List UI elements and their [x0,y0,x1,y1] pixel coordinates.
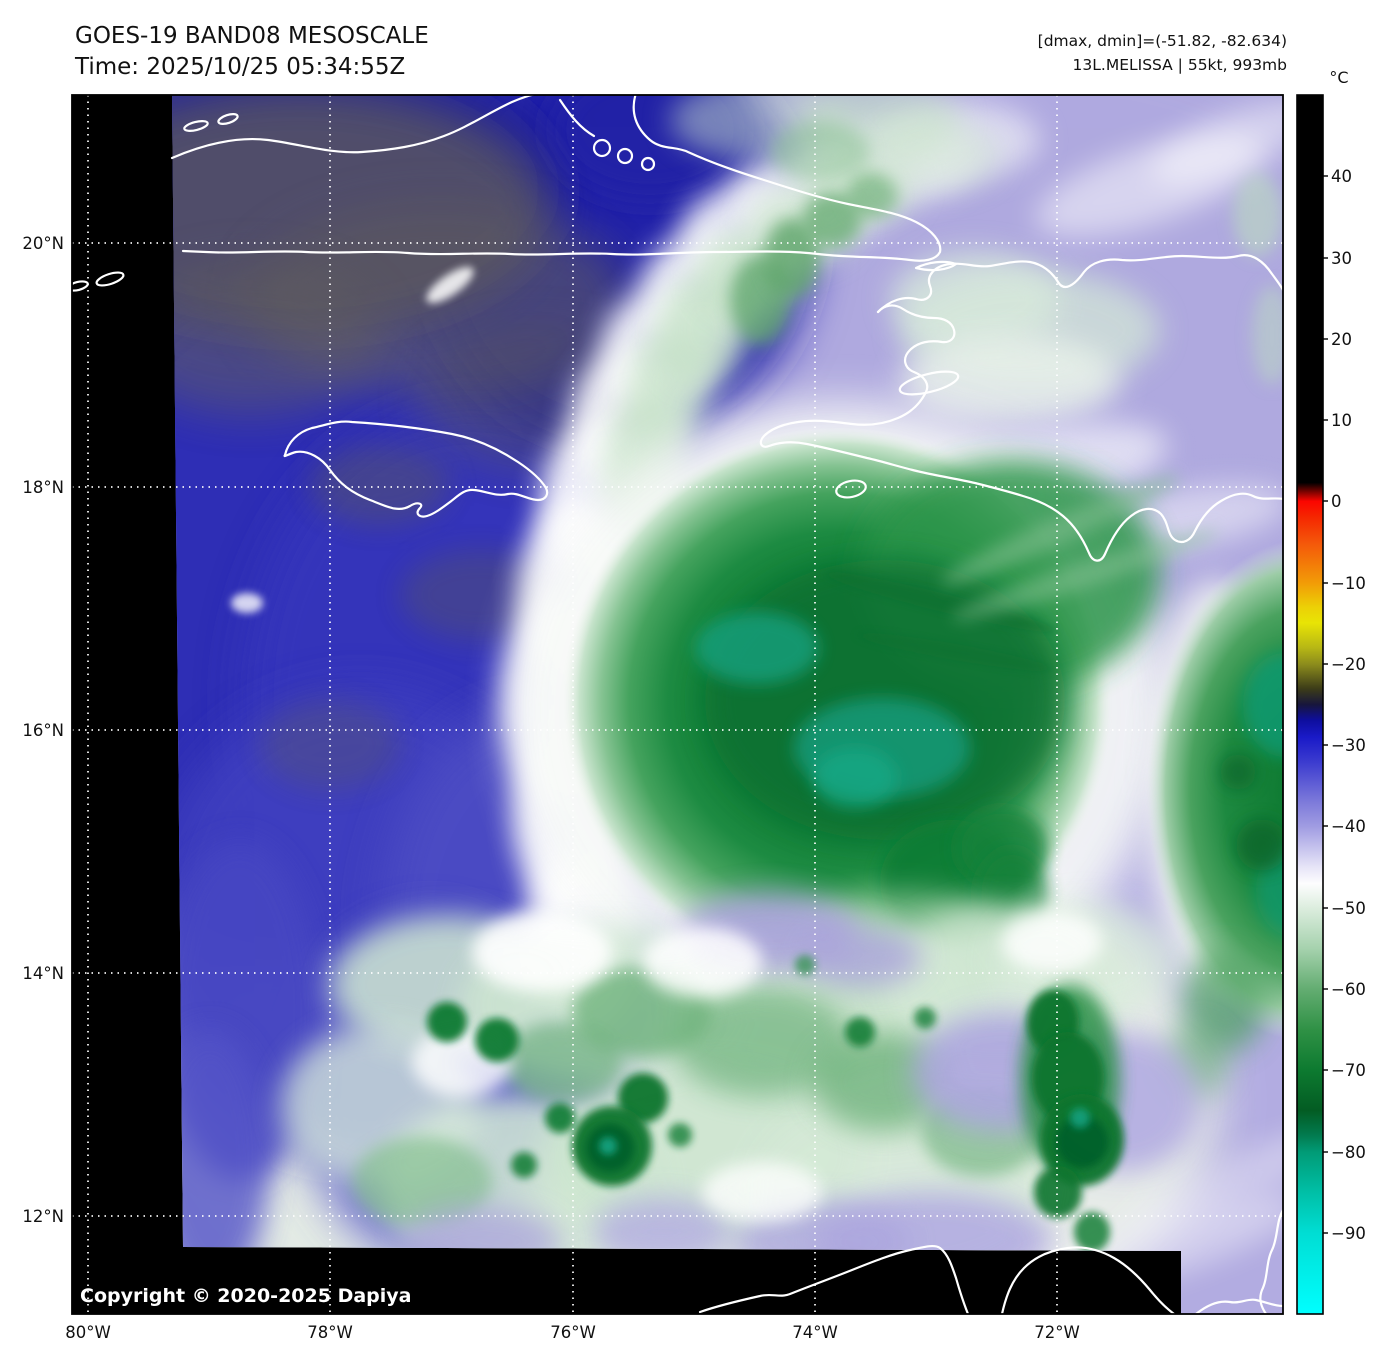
lat-tick-label: 18°N [22,478,64,497]
cbar-tick-label: 0 [1331,492,1342,511]
timestamp-text: Time: 2025/10/25 05:34:55Z [74,54,405,80]
storm-info-text: 13L.MELISSA | 55kt, 993mb [1073,56,1287,74]
lon-tick-label: 74°W [792,1323,838,1342]
cuban-cay-icon [640,156,656,172]
hispaniola-north-coastline [876,254,1283,314]
satellite-data-swath [172,95,1283,1314]
colorbar-ticks [1323,175,1328,1234]
hispaniola-south-coastline [759,304,1283,562]
lon-tick-label: 72°W [1034,1323,1080,1342]
cbar-tick-label: −10 [1331,574,1366,593]
east-convection-mass [1145,540,1283,1098]
lon-tick-label: 78°W [307,1323,353,1342]
cbar-tick-label: −20 [1331,655,1366,674]
lat-tick-label: 20°N [22,234,64,253]
temperature-colorbar: °C 40 30 20 10 0 −10 −20 −30 −40 −50 −60… [1296,68,1366,1315]
colorbar-tick-labels: 40 30 20 10 0 −10 −20 −30 −40 −50 −60 −7… [1331,167,1366,1243]
cay-outline [183,120,209,132]
cbar-tick-label: −70 [1331,1061,1366,1080]
cuban-cay-icon [616,147,634,165]
page-title: GOES-19 BAND08 MESOSCALE [75,23,429,49]
cuba-northeast-coastline [181,95,942,262]
cuba-coastline [170,95,536,160]
latitude-axis: 20°N 18°N 16°N 14°N 12°N [22,234,64,1226]
cay-outline [217,112,239,126]
cbar-tick-label: −90 [1331,1224,1366,1243]
south-america-coastline [698,1244,970,1314]
lat-tick-label: 12°N [22,1207,64,1226]
lon-tick-label: 80°W [65,1323,111,1342]
cayman-island-outline [95,271,125,287]
range-info-text: [dmax, dmin]=(-51.82, -82.634) [1038,32,1287,50]
plot-area: Copyright © 2020-2025 Dapiya [72,95,1283,1314]
cbar-tick-label: −40 [1331,817,1366,836]
graticule-gridlines [72,95,1283,1314]
colorbar-unit-label: °C [1329,68,1348,87]
cbar-tick-label: −80 [1331,1143,1366,1162]
cuban-bay-line [558,98,596,138]
south-mottled-clouds [280,892,1283,1310]
jamaica-coastline [283,420,549,518]
cbar-tick-label: 40 [1331,167,1352,186]
gonave-island-outline [898,370,960,396]
tortue-island-outline [914,260,958,272]
cbar-tick-label: −50 [1331,899,1366,918]
lon-tick-label: 76°W [550,1323,596,1342]
lat-tick-label: 16°N [22,721,64,740]
south-america-coastline [1194,1298,1283,1314]
longitude-axis: 80°W 78°W 76°W 74°W 72°W [65,1323,1080,1342]
colorbar-gradient [1296,94,1324,1315]
cbar-tick-label: −30 [1331,736,1366,755]
hurricane-melissa-core [510,402,1219,1022]
cbar-tick-label: −60 [1331,980,1366,999]
copyright-text: Copyright © 2020-2025 Dapiya [80,1285,411,1307]
lat-tick-label: 14°N [22,964,64,983]
south-america-coastline [1000,1246,1176,1314]
cuban-cay-icon [592,138,612,158]
navassa-island-outline [835,479,867,499]
cbar-tick-label: 20 [1331,330,1352,349]
cbar-tick-label: 10 [1331,411,1352,430]
cbar-tick-label: 30 [1331,249,1352,268]
plot-border [71,94,1284,1315]
venezuela-coast-fragment [1259,1208,1283,1314]
coastlines [72,95,1283,1314]
convective-cells [427,955,1124,1252]
